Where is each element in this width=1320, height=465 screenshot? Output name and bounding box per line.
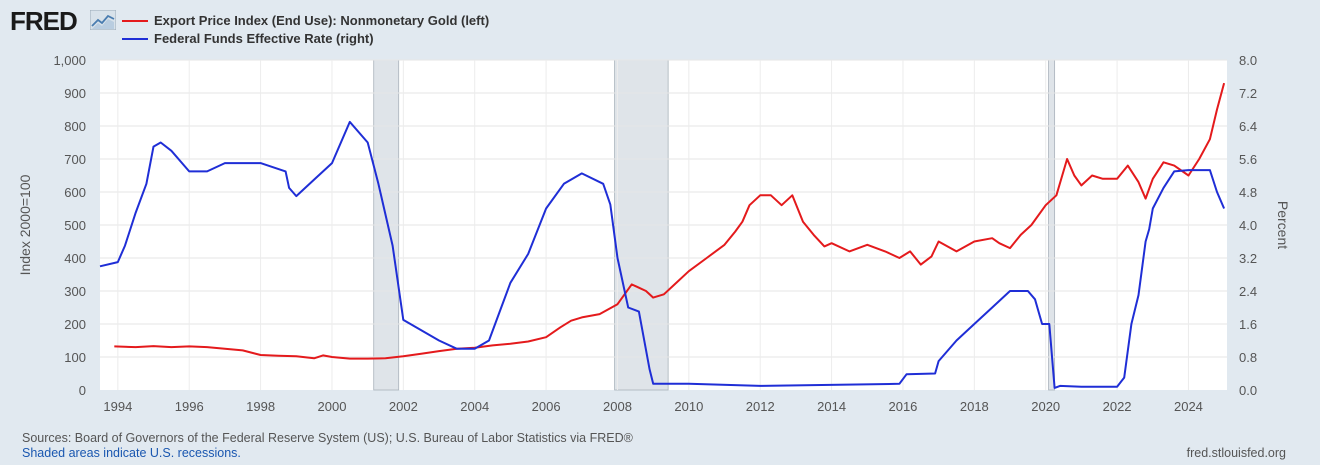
fred-chart-icon: [90, 10, 116, 30]
left-tick-label: 100: [64, 350, 86, 365]
legend-label-fedfunds: Federal Funds Effective Rate (right): [154, 31, 374, 46]
x-tick-label: 2010: [674, 399, 703, 414]
x-tick-label: 2014: [817, 399, 846, 414]
x-tick-label: 2018: [960, 399, 989, 414]
series-line-gold-price-index[interactable]: [114, 82, 1226, 360]
left-tick-label: 300: [64, 284, 86, 299]
right-tick-label: 0.8: [1239, 350, 1257, 365]
x-tick-label: 2022: [1103, 399, 1132, 414]
series-lines: [99, 82, 1226, 389]
right-tick-label: 2.4: [1239, 284, 1257, 299]
chart: 0 100 200 300 400 500 600 700 800 900 1,000 0.0 0.8…: [17, 53, 1291, 414]
fred-logo[interactable]: FRED: [10, 6, 78, 36]
footer-sources: Sources: Board of Governors of the Feder…: [22, 431, 633, 445]
left-tick-label: 400: [64, 251, 86, 266]
left-tick-label: 900: [64, 86, 86, 101]
footer-url[interactable]: fred.stlouisfed.org: [1186, 446, 1286, 460]
legend-swatch-fedfunds: [122, 37, 148, 40]
right-tick-label: 4.0: [1239, 218, 1257, 233]
x-tick-label: 2024: [1174, 399, 1203, 414]
x-tick-label: 2000: [318, 399, 347, 414]
x-tick-label: 1994: [103, 399, 132, 414]
left-tick-label: 0: [79, 383, 86, 398]
x-tick-label: 2020: [1031, 399, 1060, 414]
series-line-fed-funds-rate[interactable]: [99, 120, 1226, 389]
x-tick-label: 2002: [389, 399, 418, 414]
x-tick-label: 1996: [175, 399, 204, 414]
right-tick-label: 5.6: [1239, 152, 1257, 167]
x-tick-label: 2016: [888, 399, 917, 414]
x-tick-label: 1998: [246, 399, 275, 414]
left-tick-label: 700: [64, 152, 86, 167]
recession-note-link[interactable]: Shaded areas indicate U.S. recessions.: [22, 446, 241, 460]
right-tick-label: 7.2: [1239, 86, 1257, 101]
right-tick-label: 8.0: [1239, 53, 1257, 68]
right-axis-label: Percent: [1275, 201, 1291, 249]
left-axis-ticks: 0 100 200 300 400 500 600 700 800 900 1,000: [53, 53, 86, 398]
left-tick-label: 1,000: [53, 53, 86, 68]
x-tick-label: 2012: [746, 399, 775, 414]
right-tick-label: 6.4: [1239, 119, 1257, 134]
left-tick-label: 800: [64, 119, 86, 134]
legend-label-gold: Export Price Index (End Use): Nonmonetar…: [154, 13, 490, 28]
left-tick-label: 500: [64, 218, 86, 233]
legend-item-gold[interactable]: Export Price Index (End Use): Nonmonetar…: [122, 13, 489, 28]
left-tick-label: 200: [64, 317, 86, 332]
right-tick-label: 0.0: [1239, 383, 1257, 398]
x-tick-label: 2008: [603, 399, 632, 414]
right-tick-label: 1.6: [1239, 317, 1257, 332]
left-tick-label: 600: [64, 185, 86, 200]
gridlines: [100, 59, 1227, 390]
legend-item-fedfunds[interactable]: Federal Funds Effective Rate (right): [122, 31, 374, 46]
right-axis-ticks: 0.0 0.8 1.6 2.4 3.2 4.0 4.8 5.6 6.4 7.2 8.0: [1239, 53, 1257, 398]
x-axis-ticks: 1994 1996 1998 2000 2002 2004 2006 2008 2010 2012…: [103, 399, 1203, 414]
x-tick-label: 2006: [532, 399, 561, 414]
right-tick-label: 4.8: [1239, 185, 1257, 200]
x-tick-label: 2004: [460, 399, 489, 414]
legend-swatch-gold: [122, 19, 148, 22]
right-tick-label: 3.2: [1239, 251, 1257, 266]
left-axis-label: Index 2000=100: [17, 174, 33, 275]
